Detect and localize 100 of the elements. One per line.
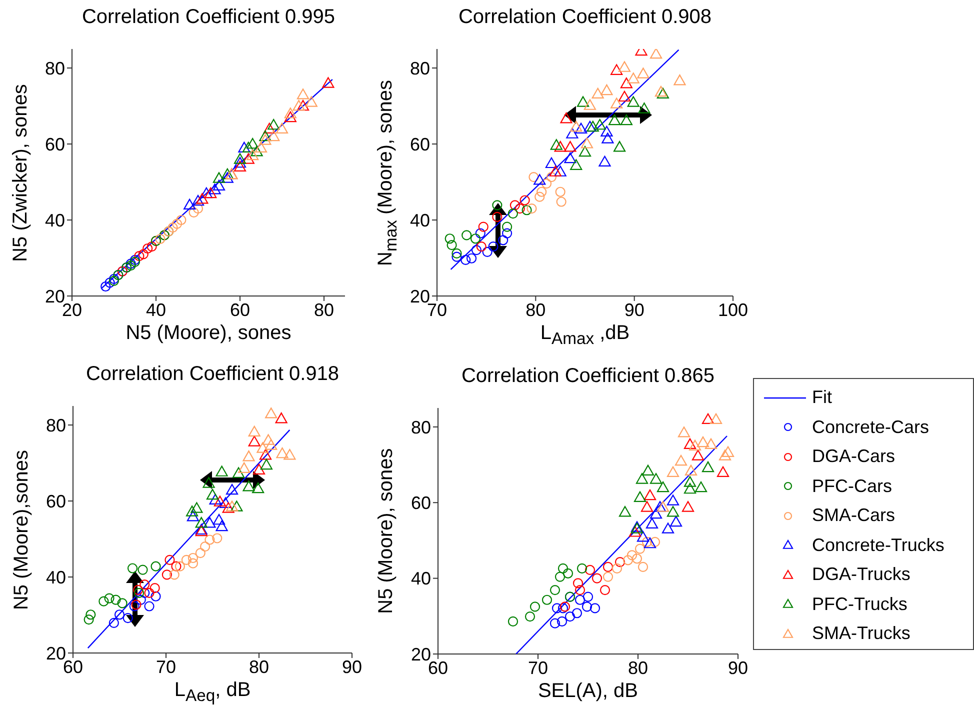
- point: [188, 552, 198, 564]
- point: [620, 114, 632, 126]
- point: [636, 473, 648, 484]
- point: [612, 563, 622, 574]
- point: [650, 536, 660, 548]
- point: [452, 252, 462, 262]
- point: [584, 99, 596, 110]
- point: [188, 558, 198, 568]
- point: [140, 580, 150, 590]
- point: [476, 242, 486, 252]
- point: [662, 522, 674, 534]
- point: [642, 536, 652, 548]
- point: [590, 603, 600, 614]
- point: [248, 426, 260, 437]
- x-tick-label: 80: [248, 656, 270, 677]
- point: [195, 548, 206, 558]
- point: [259, 134, 272, 145]
- point: [242, 142, 254, 152]
- point: [209, 494, 222, 505]
- point: [466, 253, 477, 264]
- point: [542, 594, 552, 605]
- y-tick-label: 60: [410, 493, 431, 514]
- point: [232, 467, 245, 478]
- point: [204, 534, 215, 545]
- legend-label: PFC-Cars: [812, 476, 892, 497]
- point: [722, 446, 734, 457]
- point: [250, 146, 263, 156]
- point: [268, 118, 280, 130]
- point: [104, 278, 115, 288]
- point: [254, 142, 268, 152]
- point: [644, 537, 656, 548]
- point: [110, 594, 121, 605]
- point: [212, 514, 226, 525]
- point: [114, 610, 125, 620]
- point: [502, 228, 512, 238]
- point: [234, 153, 246, 164]
- point: [558, 563, 568, 574]
- point: [305, 96, 318, 107]
- point: [632, 554, 642, 564]
- point: [181, 554, 192, 565]
- point: [575, 122, 588, 134]
- x-axis-title: SEL(A), dB: [538, 680, 638, 702]
- point: [627, 72, 640, 84]
- point: [638, 562, 648, 572]
- point: [186, 506, 198, 516]
- x-tick-label: 70: [156, 656, 176, 677]
- point: [702, 413, 714, 424]
- point: [150, 591, 161, 602]
- point: [482, 246, 492, 257]
- point: [134, 251, 144, 262]
- point: [275, 412, 288, 424]
- point: [666, 466, 680, 478]
- point: [684, 476, 696, 487]
- point: [221, 172, 234, 183]
- point: [602, 562, 614, 572]
- point: [610, 64, 623, 75]
- point: [226, 500, 238, 512]
- point: [492, 212, 502, 222]
- point: [192, 204, 204, 214]
- point: [666, 506, 680, 517]
- point: [212, 533, 222, 544]
- y-tick-label: 40: [44, 210, 65, 230]
- point: [576, 563, 588, 574]
- point: [640, 501, 654, 512]
- y-tick-label: 20: [410, 286, 430, 306]
- chart-title: Correlation Coefficient 0.995: [82, 6, 336, 28]
- point: [471, 244, 482, 256]
- point: [566, 128, 578, 138]
- legend-label: DGA-Cars: [812, 446, 896, 468]
- point: [470, 234, 481, 244]
- point: [212, 172, 226, 183]
- legend-label: Concrete-Trucks: [812, 534, 944, 556]
- point: [144, 601, 154, 612]
- point: [574, 594, 586, 605]
- point: [574, 584, 586, 596]
- chart-title: Correlation Coefficient 0.908: [458, 6, 712, 28]
- point: [86, 610, 96, 620]
- point: [550, 618, 560, 628]
- point: [536, 186, 547, 197]
- point: [460, 254, 471, 265]
- point: [549, 166, 562, 176]
- y-tick-label: 40: [46, 567, 66, 588]
- point: [146, 242, 157, 252]
- point: [618, 506, 632, 517]
- point: [176, 214, 186, 226]
- point: [133, 584, 144, 595]
- point: [650, 508, 662, 519]
- point: [704, 438, 718, 450]
- y-tick-label: 80: [410, 417, 431, 438]
- point: [622, 555, 634, 566]
- x-tick-label: 90: [728, 658, 748, 678]
- point: [259, 448, 272, 460]
- point: [172, 218, 182, 229]
- point: [530, 602, 540, 612]
- point: [600, 584, 610, 596]
- legend-label: SMA-Cars: [812, 505, 896, 526]
- point: [666, 494, 680, 506]
- point: [138, 564, 148, 575]
- y-tick-label: 60: [46, 491, 66, 512]
- point: [642, 464, 654, 476]
